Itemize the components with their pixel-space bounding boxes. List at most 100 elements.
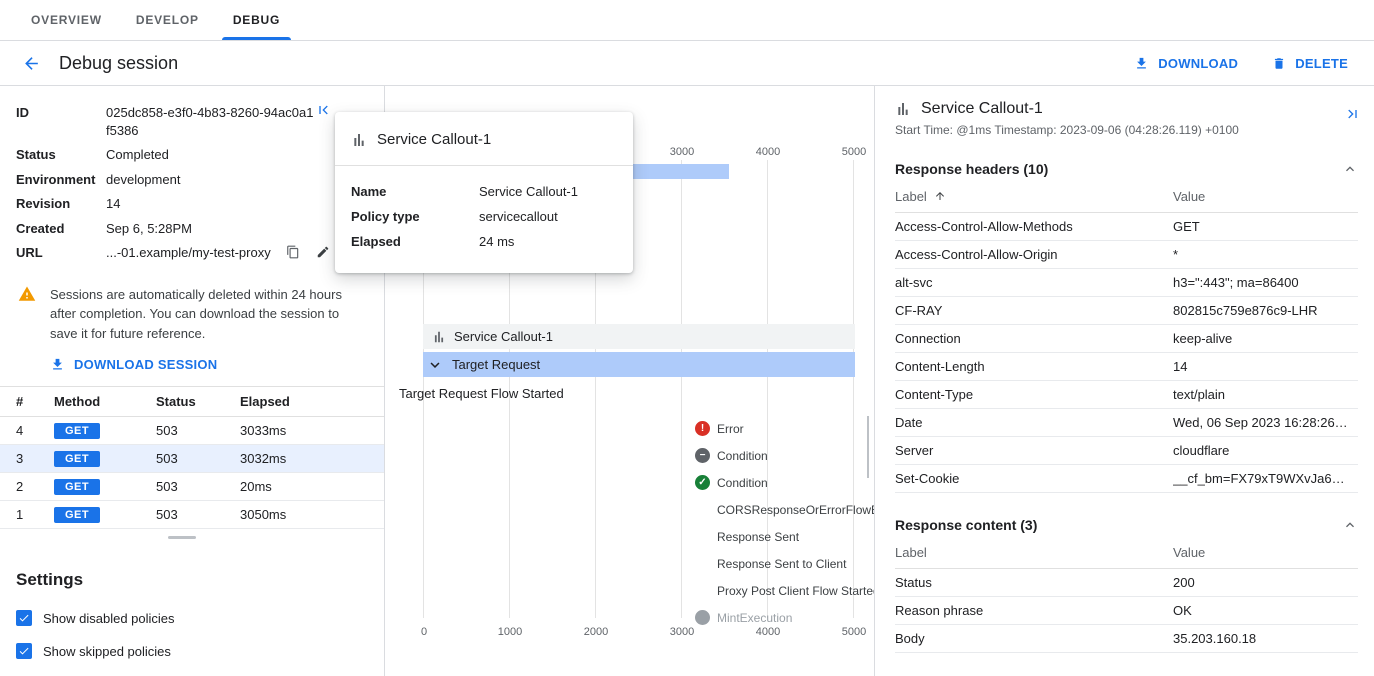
policy-tooltip: Service Callout-1 Name Service Callout-1… bbox=[335, 112, 633, 273]
tooltip-field-elapsed: Elapsed 24 ms bbox=[351, 234, 515, 249]
flow-row-label: Target Request bbox=[452, 357, 541, 372]
event-cors-response[interactable]: CORSResponseOrErrorFlowExecu bbox=[717, 502, 874, 517]
gridline bbox=[767, 160, 768, 618]
event-response-sent[interactable]: Response Sent bbox=[717, 529, 800, 544]
section-title: Response headers (10) bbox=[895, 161, 1049, 177]
gridline bbox=[853, 160, 854, 618]
copy-icon[interactable] bbox=[286, 245, 300, 259]
header-row: Set-Cookie__cf_bm=FX79xT9WXvJa6THIZlek5.… bbox=[895, 464, 1358, 493]
policy-icon bbox=[895, 101, 911, 117]
chevron-up-icon bbox=[1342, 161, 1358, 177]
label-column-sort[interactable]: Label bbox=[895, 181, 1173, 213]
download-session-link[interactable]: DOWNLOAD SESSION bbox=[50, 357, 384, 372]
edit-pencil-icon[interactable] bbox=[316, 245, 330, 259]
session-expiry-warning: Sessions are automatically deleted withi… bbox=[0, 275, 384, 344]
gridline bbox=[509, 160, 510, 618]
flow-row-target-request[interactable]: Target Request bbox=[423, 352, 855, 377]
proxy-url: ...-01.example/my-test-proxy bbox=[106, 245, 271, 261]
details-title: Service Callout-1 bbox=[921, 100, 1043, 117]
panel-resize-handle-vertical[interactable] bbox=[867, 416, 869, 478]
event-mint-execution[interactable]: MintExecution bbox=[695, 604, 874, 631]
warning-triangle-icon bbox=[17, 285, 37, 344]
condition-false-icon bbox=[695, 448, 710, 463]
show-skipped-policies-checkbox[interactable]: Show skipped policies bbox=[16, 643, 368, 659]
tab-overview[interactable]: OVERVIEW bbox=[31, 13, 102, 27]
header-row: Server cloudflare bbox=[895, 436, 1358, 465]
content-row: Body 35.203.160.18 bbox=[895, 624, 1358, 653]
gridline bbox=[681, 160, 682, 618]
sort-ascending-icon bbox=[934, 190, 946, 202]
tab-develop[interactable]: DEVELOP bbox=[135, 13, 199, 27]
details-panel: Service Callout-1 Start Time: @1ms Times… bbox=[874, 86, 1374, 676]
content-row: Reason phrase OK bbox=[895, 596, 1358, 625]
policy-icon bbox=[351, 132, 367, 148]
chevron-down-icon bbox=[426, 356, 444, 374]
event-proxy-post-client-flow[interactable]: Proxy Post Client Flow Started bbox=[717, 583, 874, 598]
back-arrow-icon[interactable] bbox=[20, 52, 43, 75]
page-header: Debug session DOWNLOAD DELETE bbox=[0, 41, 1374, 86]
field-created: Created Sep 6, 5:28PM bbox=[16, 220, 192, 236]
method-badge: GET bbox=[54, 479, 101, 496]
tooltip-title: Service Callout-1 bbox=[377, 131, 492, 148]
response-content-table: Label Value Status 200 Reason phrase OK Bo… bbox=[895, 537, 1358, 653]
settings-section: Settings Show disabled policies Show ski… bbox=[0, 558, 384, 676]
delete-button[interactable]: DELETE bbox=[1272, 56, 1348, 71]
header-row: Content-Length 14 bbox=[895, 352, 1358, 381]
trash-icon bbox=[1272, 56, 1286, 71]
tab-debug[interactable]: DEBUG bbox=[216, 0, 297, 40]
response-content-section-toggle[interactable]: Response content (3) bbox=[895, 517, 1358, 533]
settings-title: Settings bbox=[16, 570, 84, 589]
policy-icon bbox=[432, 330, 446, 344]
event-condition-true[interactable]: Condition bbox=[695, 469, 874, 496]
flow-row-service-callout[interactable]: Service Callout-1 bbox=[423, 324, 855, 349]
checkbox-checked-icon bbox=[16, 643, 32, 659]
transaction-row[interactable]: 1 GET 503 3050ms bbox=[0, 500, 384, 530]
content-row: Status 200 bbox=[895, 568, 1358, 597]
transaction-row-selected[interactable]: 3 GET 503 3032ms bbox=[0, 444, 384, 474]
dot-icon bbox=[695, 610, 710, 625]
timeline-axis-bottom: 0 1000 2000 3000 4000 5000 bbox=[420, 626, 867, 638]
tooltip-field-name: Name Service Callout-1 bbox=[351, 184, 578, 199]
expand-panel-icon[interactable] bbox=[1344, 106, 1360, 122]
field-id: ID 025dc858-e3f0-4b83-8260-94ac0a1f5386 bbox=[16, 105, 314, 138]
response-headers-table: Label Value Access-Control-Allow-Methods… bbox=[895, 181, 1358, 493]
show-disabled-policies-checkbox[interactable]: Show disabled policies bbox=[16, 610, 368, 626]
condition-true-icon bbox=[695, 475, 710, 490]
method-badge: GET bbox=[54, 451, 101, 468]
method-badge: GET bbox=[54, 423, 101, 440]
checkbox-label: Show disabled policies bbox=[43, 610, 175, 626]
tab-bar: OVERVIEW DEVELOP DEBUG bbox=[0, 0, 1374, 41]
event-condition-false[interactable]: Condition bbox=[695, 442, 874, 469]
transaction-row[interactable]: 2 GET 503 20ms bbox=[0, 472, 384, 502]
section-title: Response content (3) bbox=[895, 517, 1038, 533]
header-row: Date Wed, 06 Sep 2023 16:28:26 GMT bbox=[895, 408, 1358, 437]
field-url: URL ...-01.example/my-test-proxy bbox=[16, 244, 368, 262]
gridline bbox=[595, 160, 596, 618]
warning-text: Sessions are automatically deleted withi… bbox=[50, 286, 342, 341]
download-button-label: DOWNLOAD bbox=[1158, 55, 1239, 71]
timeline-events: Error Condition Condition CORSResponseOr… bbox=[695, 415, 874, 631]
header-row: Access-Control-Allow-Origin * bbox=[895, 240, 1358, 269]
field-environment: Environment development bbox=[16, 171, 181, 187]
delete-button-label: DELETE bbox=[1295, 55, 1348, 71]
header-row: alt-svc h3=":443"; ma=86400 bbox=[895, 268, 1358, 297]
event-response-sent-to-client[interactable]: Response Sent to Client bbox=[717, 556, 847, 571]
download-button[interactable]: DOWNLOAD bbox=[1134, 56, 1238, 71]
transaction-row[interactable]: 4 GET 503 3033ms bbox=[0, 416, 384, 446]
collapse-panel-icon[interactable] bbox=[316, 102, 332, 118]
panel-resize-handle[interactable] bbox=[168, 536, 196, 539]
header-row: Connection keep-alive bbox=[895, 324, 1358, 353]
method-badge: GET bbox=[54, 507, 101, 524]
header-row: Content-Type text/plain bbox=[895, 380, 1358, 409]
header-row: Access-Control-Allow-Methods GET bbox=[895, 212, 1358, 241]
checkbox-checked-icon bbox=[16, 610, 32, 626]
flow-row-target-request-flow-started[interactable]: Target Request Flow Started bbox=[399, 381, 855, 406]
gridline bbox=[423, 160, 424, 618]
response-content-table-header: Label Value bbox=[895, 537, 1358, 569]
response-headers-table-header: Label Value bbox=[895, 181, 1358, 213]
page-title: Debug session bbox=[59, 52, 179, 73]
download-icon bbox=[50, 357, 65, 372]
event-error[interactable]: Error bbox=[695, 415, 874, 442]
response-headers-section-toggle[interactable]: Response headers (10) bbox=[895, 161, 1358, 177]
flow-row-label: Target Request Flow Started bbox=[399, 386, 564, 401]
